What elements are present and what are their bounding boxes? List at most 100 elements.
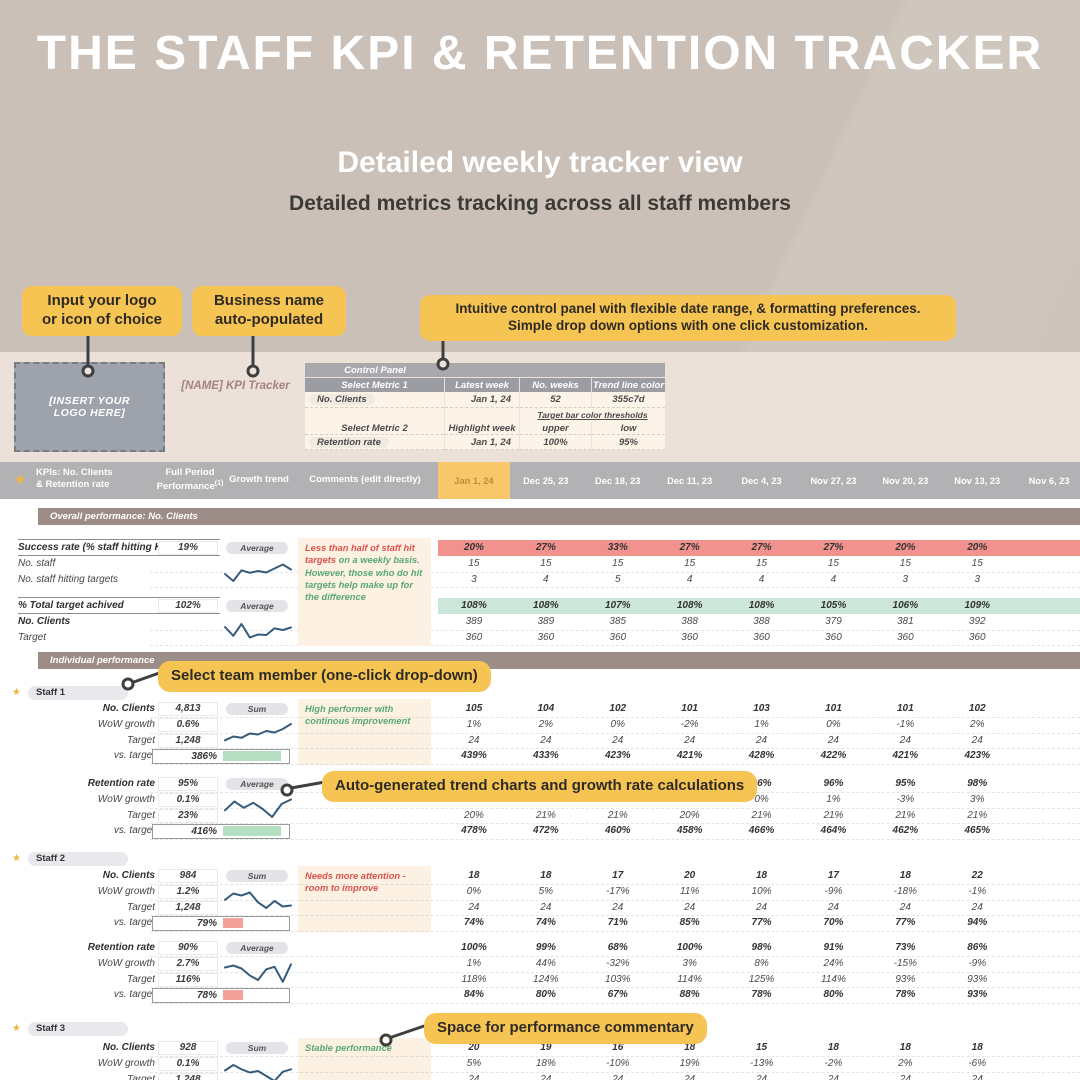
week-column-header: Nov 13, 23 — [954, 475, 1001, 486]
data-cell — [1013, 972, 1080, 988]
data-cell: 3 — [902, 573, 909, 585]
sub-metric-label: Target — [18, 631, 46, 643]
data-cell: 360 — [968, 631, 986, 643]
callout-trend-charts: Auto-generated trend charts and growth r… — [322, 771, 758, 802]
data-cell: 423% — [604, 750, 631, 762]
data-cell: 360 — [896, 631, 914, 643]
row-separator — [150, 1055, 1080, 1057]
wow-growth-label: WoW growth — [97, 885, 155, 897]
data-cell — [1013, 915, 1080, 931]
vs-target-label: vs. target — [113, 989, 155, 1001]
data-cell: 21% — [823, 809, 844, 821]
row-separator — [150, 915, 1080, 917]
callout-select-member: Select team member (one-click drop-down) — [158, 661, 491, 692]
hero-sheen — [500, 0, 1080, 352]
data-cell: 105% — [820, 600, 847, 611]
vs-target-bar — [223, 990, 244, 1001]
table-row: vs. target 84% 80% 67% 88% 78% 80% 78% 93% — [0, 987, 1080, 1003]
comment-cell[interactable]: Needs more attention - room to improve — [298, 866, 431, 932]
cp-no-weeks-value[interactable]: 52 — [520, 392, 591, 408]
row-separator — [150, 571, 1080, 573]
header-star-icon: ★ — [14, 471, 27, 487]
data-cell: 24 — [827, 901, 839, 913]
kpi-header-line2: & Retention rate — [36, 479, 110, 491]
wow-growth-label: WoW growth — [97, 957, 155, 969]
data-cell: 18 — [899, 1042, 911, 1053]
data-cell — [1013, 572, 1080, 588]
metric1-dropdown[interactable]: No. Clients — [309, 394, 375, 405]
data-cell: 106% — [892, 600, 919, 611]
aggregation-pill[interactable]: Average — [226, 778, 288, 790]
data-cell: 24 — [827, 734, 839, 746]
data-cell: 389 — [465, 615, 483, 627]
cp-metric2-cell[interactable]: Retention rate — [305, 435, 444, 450]
data-cell — [1013, 717, 1080, 733]
data-cell: 24 — [755, 1073, 768, 1080]
data-cell: 71% — [607, 917, 628, 929]
data-cell: 93% — [967, 973, 988, 985]
data-cell: 10% — [751, 885, 772, 897]
aggregation-pill[interactable]: Average — [226, 542, 288, 554]
data-cell: 102 — [609, 703, 627, 714]
data-cell: 24 — [684, 734, 696, 746]
data-cell — [1013, 868, 1080, 884]
comment-text-green: High performer with continous improvemen… — [305, 704, 411, 727]
data-cell: 465% — [964, 825, 991, 837]
metric-label: Retention rate — [87, 778, 155, 789]
data-cell: 104 — [537, 703, 555, 714]
data-cell: 21% — [607, 809, 628, 821]
data-cell: 422% — [820, 750, 847, 762]
data-cell: 27% — [751, 542, 772, 553]
data-cell: 4 — [686, 573, 693, 585]
wow-growth-value: 2.7% — [158, 956, 218, 971]
aggregation-pill[interactable]: Average — [226, 942, 288, 954]
metric-label: Retention rate — [87, 942, 155, 953]
staff-selector-dropdown[interactable]: Staff 3 — [28, 1022, 128, 1036]
data-cell: 24 — [755, 901, 768, 913]
data-cell: 1% — [466, 718, 482, 730]
aggregation-pill[interactable]: Sum — [226, 1042, 288, 1054]
trend-sparkline — [224, 563, 292, 582]
data-cell: 24 — [755, 734, 768, 746]
comment-cell[interactable]: Less than half of staff hit targets on a… — [298, 538, 431, 646]
data-cell: -1% — [896, 718, 915, 730]
metric-label: No. Clients — [102, 1042, 155, 1053]
data-cell: 18 — [971, 1042, 983, 1053]
comment-cell[interactable]: High performer with continous improvemen… — [298, 699, 431, 765]
data-cell: 1% — [826, 793, 841, 805]
vs-target-box: 79% — [152, 915, 290, 931]
data-cell: 94% — [967, 917, 988, 929]
data-cell: 24% — [823, 957, 844, 969]
table-row: No. Clients 928 20 19 16 18 15 18 18 18 — [0, 1040, 1080, 1056]
growth-trend-header: Growth trend — [229, 474, 289, 485]
comment-cell[interactable]: Stable performance — [298, 1038, 431, 1080]
data-cell: 15 — [899, 557, 911, 569]
week-column-header: Jan 1, 24 — [438, 462, 510, 499]
week-column-header: Dec 11, 23 — [667, 475, 713, 486]
cp-low-value[interactable]: 95% — [592, 435, 665, 450]
data-cell: 20% — [463, 542, 484, 553]
data-cell: 101 — [681, 703, 698, 714]
table-row: WoW growth 0.6% 1% 2% 0% -2% 1% 0% -1% 2% — [0, 717, 1080, 733]
aggregation-pill[interactable]: Sum — [226, 870, 288, 882]
data-cell: 15 — [755, 557, 768, 569]
data-cell: 101 — [825, 703, 842, 714]
section-overall-performance: Overall performance: No. Clients — [38, 508, 1080, 525]
data-cell: 472% — [533, 825, 559, 837]
data-cell: 24 — [971, 734, 983, 746]
aggregation-pill[interactable]: Sum — [226, 703, 288, 715]
data-cell: 3 — [974, 573, 981, 585]
cp-trend-color-value[interactable]: 355c7d — [592, 392, 665, 408]
comment-text-red: Needs more attention - room to improve — [305, 871, 406, 894]
cp-upper-value[interactable]: 100% — [520, 435, 591, 450]
aggregation-pill[interactable]: Average — [226, 600, 288, 612]
staff-selector-dropdown[interactable]: Staff 1 — [28, 686, 128, 700]
vs-target-value: 78% — [196, 989, 217, 1001]
target-value: 1,248 — [158, 1072, 218, 1080]
kpi-header-label: KPIs: No. Clients & Retention rate — [36, 467, 113, 492]
data-cell: 11% — [679, 885, 700, 897]
cp-metric1-cell[interactable]: No. Clients — [305, 392, 444, 408]
metric2-dropdown[interactable]: Retention rate — [309, 436, 389, 448]
cp-upper-label: upper — [520, 422, 591, 435]
staff-selector-dropdown[interactable]: Staff 2 — [28, 852, 128, 866]
